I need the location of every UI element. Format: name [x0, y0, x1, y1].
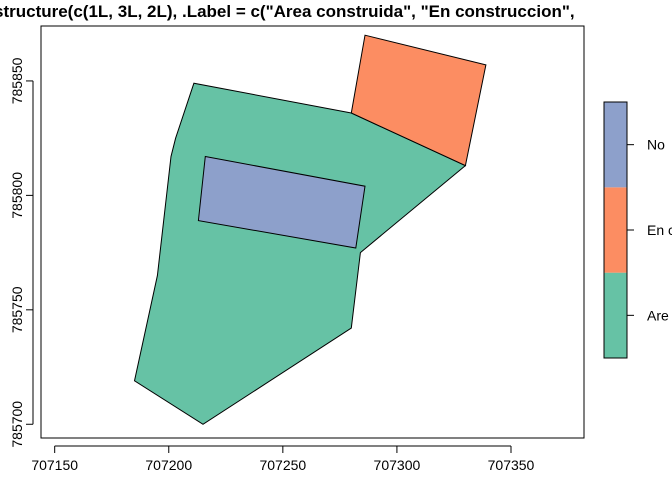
y-tick-label: 785700 [9, 401, 25, 448]
legend-label: En c [647, 222, 672, 238]
y-tick-label: 785850 [9, 57, 25, 104]
plot-frame [40, 25, 585, 439]
y-tick-label: 785800 [9, 172, 25, 219]
x-tick-label: 707300 [374, 457, 421, 473]
x-tick-label: 707350 [488, 457, 535, 473]
legend-label: Are [647, 307, 669, 323]
polygon-en-construccion [350, 34, 487, 167]
x-tick-label: 707150 [31, 457, 78, 473]
legend-label: No [647, 137, 665, 153]
x-tick-label: 707200 [145, 457, 192, 473]
x-tick-label: 707250 [259, 457, 306, 473]
legend-swatch [604, 102, 627, 188]
legend-swatch [604, 187, 627, 273]
y-tick-label: 785750 [9, 286, 25, 333]
polygon-layer [133, 34, 487, 425]
legend: Are En c No [603, 101, 672, 359]
y-axis: 785700 785750 785800 785850 [9, 57, 34, 448]
polygon-no-construido [197, 155, 366, 249]
legend-swatch [604, 272, 627, 358]
x-axis: 707150 707200 707250 707300 707350 [31, 445, 535, 473]
chart-title: structure(c(1L, 3L, 2L), .Label = c("Are… [0, 2, 575, 21]
